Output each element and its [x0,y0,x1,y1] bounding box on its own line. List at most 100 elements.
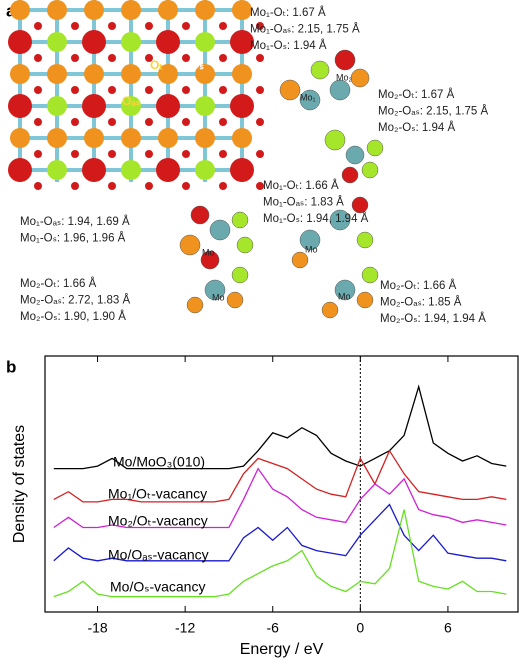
atom [329,209,351,231]
bond-label: Mo₂-Oₐₛ: 2.15, 1.75 Å [378,105,489,118]
atom [182,182,190,190]
atom [145,54,153,62]
atom-label: Mo₁ [300,92,316,102]
atom [195,96,215,116]
bond-label: Mo₁-Oₜ: 1.66 Å [263,179,339,192]
atom [219,182,227,190]
atom [190,205,210,225]
atom [299,89,321,111]
atom-label: Mo [305,244,318,254]
atom [71,182,79,190]
atom [71,118,79,126]
atom [84,0,104,20]
atom [236,236,254,254]
atom [230,158,254,182]
atom [108,150,116,158]
atom [182,150,190,158]
bond-label: Mo₂-Oₜ: 1.67 Å [378,88,455,101]
atom [121,128,141,148]
atom [145,86,153,94]
atom [231,266,249,284]
atom [350,68,370,88]
atom [182,118,190,126]
atom [34,22,42,30]
atom [341,166,359,184]
atom [219,86,227,94]
atom [204,279,226,301]
bond-label: Mo₂-Oₛ: 1.90, 1.90 Å [20,310,126,323]
atom [108,118,116,126]
atom [279,79,301,101]
bond-label: Mo₂-Oₛ: 1.94 Å [378,121,455,134]
bond-label: Mo₁-Oₜ: 1.67 Å [250,6,326,19]
series-label: Mo/Oₐₛ-vacancy [108,547,209,563]
atom [256,150,264,158]
bond-label: Mo₁-Oₛ: 1.94, 1.94 Å [263,212,369,225]
plot-frame [44,355,519,613]
atom [334,49,356,71]
atom [256,118,264,126]
atom [232,128,252,148]
atom [47,64,67,84]
atom [47,32,67,52]
dos-curve [53,449,507,503]
atom [356,231,374,249]
bond-label: Mo₁-Oₐₛ: 1.94, 1.69 Å [20,215,130,228]
atom [186,296,204,314]
bond-label: Mo₂-Oₜ: 1.66 Å [20,277,97,290]
bond-label: Mo₂-Oₐₛ: 1.85 Å [380,296,462,309]
atom [219,150,227,158]
atom [156,30,180,54]
atom [82,158,106,182]
atom [366,139,384,157]
atom [195,128,215,148]
atom [231,211,249,229]
atom [8,30,32,54]
atom [47,0,67,20]
x-tick-label: -12 [175,620,195,636]
atom [145,182,153,190]
atom [71,54,79,62]
series-label: Mo₂/Oₜ-vacancy [108,513,208,529]
atom [8,94,32,118]
bond-label: Mo₁-Oₛ: 1.96, 1.96 Å [20,232,126,245]
atom [226,291,244,309]
bond-label: Mo₁-Oₛ: 1.94 Å [250,39,327,52]
atom [121,96,141,116]
atom [121,64,141,84]
atom [345,145,365,165]
dos-curve [53,503,507,562]
series-label: Mo/MoO₃(010) [113,454,205,470]
atom [351,196,369,214]
atom [195,32,215,52]
x-axis-label: Energy / eV [240,641,324,658]
atom [329,79,351,101]
atom [209,219,231,241]
atom [321,301,339,319]
dos-curve [53,509,507,598]
atom [8,158,32,182]
atom [232,0,252,20]
atom [230,94,254,118]
x-tick-label: 6 [444,620,452,636]
atom [34,182,42,190]
atom [121,160,141,180]
atom [108,22,116,30]
atom-label: Mo [338,291,351,301]
panel-label: b [6,357,16,376]
atom [230,30,254,54]
atom [179,234,201,256]
atom [71,150,79,158]
atom-label: Mo [202,247,215,257]
lattice: Oₜ Oₛ Oₐₛ [8,0,264,190]
atom [145,150,153,158]
atom [71,22,79,30]
atom [291,251,309,269]
atom [182,86,190,94]
atom [47,96,67,116]
x-tick-label: 0 [356,620,364,636]
atom [34,150,42,158]
atom [232,64,252,84]
atom [158,128,178,148]
